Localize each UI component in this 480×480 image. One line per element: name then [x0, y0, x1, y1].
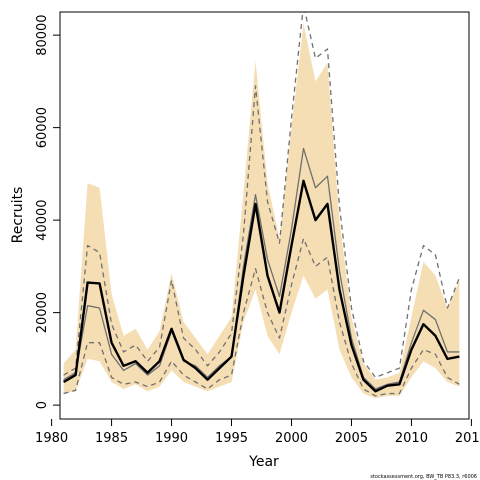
y-tick-label: 60000 — [35, 107, 50, 148]
x-axis-title: Year — [248, 454, 279, 470]
x-axis: 1980 1985 1990 1995 2000 2005 2010 2015 — [35, 419, 480, 446]
alternative-estimate-line — [63, 147, 460, 390]
x-tick-label: 1990 — [155, 431, 188, 446]
dashed-lower-line — [63, 237, 460, 397]
x-tick-label: 2010 — [395, 431, 428, 446]
y-tick-label: 80000 — [35, 14, 50, 55]
plot-frame — [59, 11, 470, 420]
x-tick-label: 2015 — [455, 431, 480, 446]
x-tick-label: 2005 — [335, 431, 368, 446]
y-tick-label: 40000 — [35, 199, 50, 240]
x-tick-label: 1995 — [215, 431, 248, 446]
footnote: stockassessment.org, BW_TB P83.3, r6006 — [370, 474, 477, 480]
estimate-line — [62, 179, 460, 393]
x-tick-label: 1985 — [95, 431, 128, 446]
y-tick-label: 0 — [35, 401, 50, 409]
y-tick-label: 20000 — [35, 292, 50, 333]
plot-content — [62, 12, 461, 399]
y-axis-title: Recruits — [10, 187, 26, 244]
y-axis: 0 20000 40000 60000 80000 — [35, 14, 60, 409]
confidence-band — [63, 23, 460, 399]
x-tick-label: 1980 — [35, 431, 68, 446]
x-tick-label: 2000 — [275, 431, 308, 446]
